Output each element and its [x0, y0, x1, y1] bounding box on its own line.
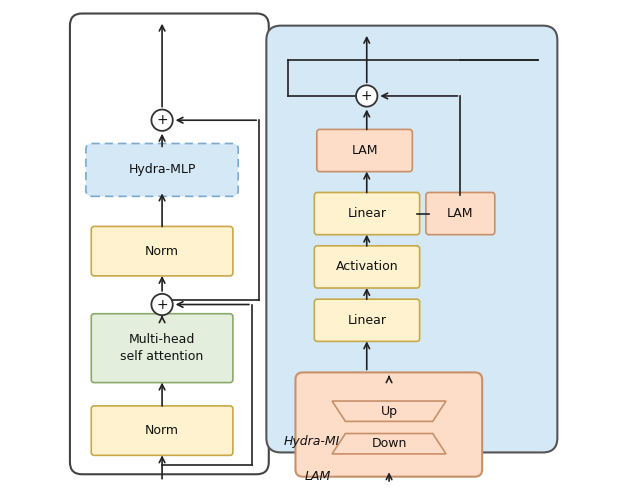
Text: Up: Up	[381, 405, 397, 418]
Text: Down: Down	[371, 437, 407, 450]
Text: LAM: LAM	[304, 470, 331, 483]
Text: Activation: Activation	[335, 261, 398, 273]
FancyBboxPatch shape	[70, 14, 269, 474]
Text: +: +	[156, 298, 168, 311]
FancyBboxPatch shape	[426, 192, 495, 235]
Text: Linear: Linear	[347, 314, 386, 327]
FancyBboxPatch shape	[91, 226, 233, 276]
FancyBboxPatch shape	[86, 143, 238, 196]
Circle shape	[356, 85, 378, 107]
FancyBboxPatch shape	[314, 299, 420, 342]
Polygon shape	[332, 401, 446, 422]
Text: +: +	[156, 113, 168, 127]
Text: Norm: Norm	[145, 424, 179, 437]
FancyBboxPatch shape	[91, 406, 233, 455]
Text: LAM: LAM	[352, 144, 378, 157]
Text: self attention: self attention	[120, 350, 204, 364]
Text: Hydra-MLP: Hydra-MLP	[128, 163, 196, 177]
Text: Norm: Norm	[145, 244, 179, 258]
Text: Multi-head: Multi-head	[129, 333, 195, 346]
FancyBboxPatch shape	[314, 246, 420, 288]
Text: Linear: Linear	[347, 207, 386, 220]
Circle shape	[151, 294, 173, 315]
Text: LAM: LAM	[447, 207, 474, 220]
Text: +: +	[361, 89, 373, 103]
Polygon shape	[332, 433, 446, 454]
Text: Hydra-MLP: Hydra-MLP	[283, 435, 350, 448]
FancyBboxPatch shape	[91, 314, 233, 383]
FancyBboxPatch shape	[317, 129, 412, 172]
FancyBboxPatch shape	[314, 192, 420, 235]
FancyBboxPatch shape	[267, 26, 557, 452]
FancyBboxPatch shape	[296, 372, 482, 477]
Circle shape	[151, 109, 173, 131]
